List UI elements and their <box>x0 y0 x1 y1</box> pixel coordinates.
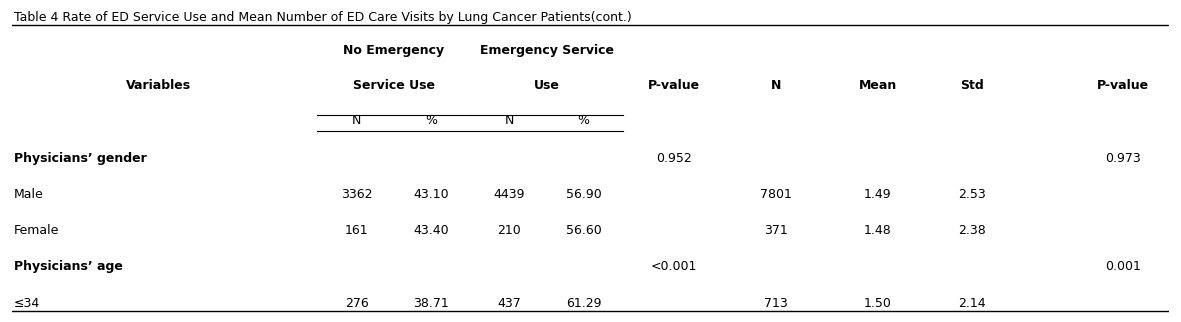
Text: 437: 437 <box>497 297 521 310</box>
Text: ≤34: ≤34 <box>14 297 40 310</box>
Text: 7801: 7801 <box>759 188 791 201</box>
Text: Service Use: Service Use <box>353 79 435 92</box>
Text: 1.48: 1.48 <box>863 224 892 237</box>
Text: N: N <box>352 114 361 127</box>
Text: P-value: P-value <box>1097 79 1149 92</box>
Text: Physicians’ age: Physicians’ age <box>14 260 123 273</box>
Text: Male: Male <box>14 188 44 201</box>
Text: %: % <box>578 114 589 127</box>
Text: 2.38: 2.38 <box>959 224 986 237</box>
Text: No Emergency: No Emergency <box>344 44 444 57</box>
Text: 43.40: 43.40 <box>413 224 449 237</box>
Text: <0.001: <0.001 <box>651 260 697 273</box>
Text: Use: Use <box>534 79 560 92</box>
Text: 56.90: 56.90 <box>566 188 601 201</box>
Text: 161: 161 <box>345 224 368 237</box>
Text: 713: 713 <box>764 297 788 310</box>
Text: 276: 276 <box>345 297 368 310</box>
Text: Physicians’ gender: Physicians’ gender <box>14 152 146 165</box>
Text: Female: Female <box>14 224 59 237</box>
Text: 61.29: 61.29 <box>566 297 601 310</box>
Text: 1.49: 1.49 <box>863 188 892 201</box>
Text: 43.10: 43.10 <box>413 188 449 201</box>
Text: P-value: P-value <box>647 79 700 92</box>
Text: 210: 210 <box>497 224 521 237</box>
Text: 0.001: 0.001 <box>1105 260 1141 273</box>
Text: 38.71: 38.71 <box>413 297 449 310</box>
Text: 2.53: 2.53 <box>959 188 986 201</box>
Text: 1.50: 1.50 <box>863 297 892 310</box>
Text: %: % <box>425 114 437 127</box>
Text: 0.952: 0.952 <box>655 152 692 165</box>
Text: Table 4 Rate of ED Service Use and Mean Number of ED Care Visits by Lung Cancer : Table 4 Rate of ED Service Use and Mean … <box>14 11 632 24</box>
Text: N: N <box>770 79 781 92</box>
Text: 0.973: 0.973 <box>1105 152 1141 165</box>
Text: N: N <box>504 114 514 127</box>
Text: 3362: 3362 <box>341 188 372 201</box>
Text: Std: Std <box>960 79 984 92</box>
Text: 56.60: 56.60 <box>566 224 601 237</box>
Text: 2.14: 2.14 <box>959 297 986 310</box>
Text: Variables: Variables <box>126 79 191 92</box>
Text: Emergency Service: Emergency Service <box>479 44 613 57</box>
Text: Mean: Mean <box>859 79 896 92</box>
Text: 371: 371 <box>764 224 788 237</box>
Text: 4439: 4439 <box>494 188 526 201</box>
